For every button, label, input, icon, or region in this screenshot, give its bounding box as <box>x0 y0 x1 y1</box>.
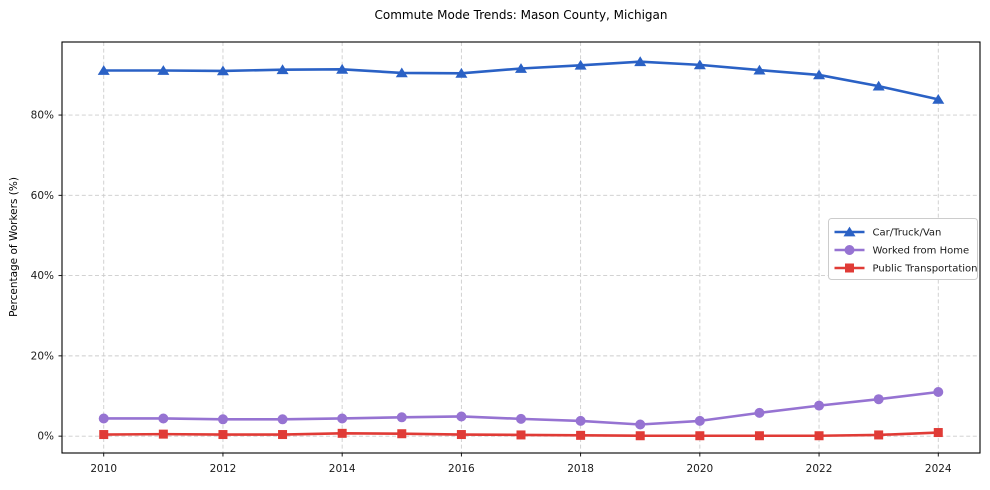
marker-car-truck-van-2017 <box>515 63 527 73</box>
marker-car-truck-van-2021 <box>753 64 766 75</box>
marker-worked-from-home-2017 <box>516 413 526 424</box>
marker-public-transportation-2017 <box>516 430 526 440</box>
marker-worked-from-home-2010 <box>98 413 109 424</box>
legend-item-worked-from-home: Worked from Home <box>873 246 970 257</box>
y-tick-label: 40% <box>31 270 54 282</box>
marker-public-transportation-2019 <box>635 431 645 441</box>
marker-worked-from-home-2020 <box>694 415 705 426</box>
marker-worked-from-home-2019 <box>635 419 646 430</box>
marker-worked-from-home-2013 <box>277 414 288 425</box>
plot-frame <box>61 41 981 454</box>
marker-public-transportation-2020 <box>695 431 705 441</box>
x-tick-label: 2016 <box>448 463 475 475</box>
marker-worked-from-home-2021 <box>754 407 765 418</box>
marker-public-transportation-2010 <box>99 430 109 440</box>
legend-item-public-transportation: Public Transportation <box>873 264 978 275</box>
marker-car-truck-van-2020 <box>693 59 706 70</box>
marker-worked-from-home-2023 <box>873 394 884 405</box>
marker-worked-from-home-2014 <box>337 413 348 424</box>
legend-marker-public-transportation <box>845 263 854 273</box>
marker-public-transportation-2016 <box>456 430 466 440</box>
marker-car-truck-van-2023 <box>872 80 885 91</box>
y-tick-label: 0% <box>37 431 54 443</box>
marker-car-truck-van-2022 <box>813 69 826 80</box>
marker-car-truck-van-2013 <box>276 64 289 75</box>
marker-car-truck-van-2014 <box>336 63 349 74</box>
marker-worked-from-home-2011 <box>158 413 169 424</box>
marker-public-transportation-2022 <box>814 431 824 441</box>
marker-worked-from-home-2022 <box>814 400 825 411</box>
chart-title: Commute Mode Trends: Mason County, Michi… <box>374 8 668 22</box>
marker-public-transportation-2012 <box>218 430 228 440</box>
marker-car-truck-van-2018 <box>574 59 587 70</box>
y-tick-label: 80% <box>31 110 54 122</box>
marker-worked-from-home-2016 <box>456 411 467 422</box>
marker-public-transportation-2024 <box>933 428 943 438</box>
marker-worked-from-home-2018 <box>575 415 586 426</box>
y-tick-label: 20% <box>31 350 54 362</box>
marker-public-transportation-2015 <box>397 429 407 439</box>
marker-public-transportation-2014 <box>337 428 347 438</box>
legend-item-car-truck-van: Car/Truck/Van <box>873 228 942 239</box>
marker-worked-from-home-2024 <box>933 386 944 397</box>
x-tick-label: 2024 <box>925 463 952 475</box>
y-tick-label: 60% <box>31 190 54 202</box>
marker-worked-from-home-2015 <box>396 412 407 423</box>
x-tick-label: 2012 <box>210 463 237 475</box>
marker-car-truck-van-2016 <box>455 67 468 78</box>
legend-marker-car-truck-van <box>843 226 856 237</box>
x-tick-label: 2020 <box>686 463 713 475</box>
marker-car-truck-van-2011 <box>157 65 170 75</box>
marker-public-transportation-2018 <box>576 430 586 440</box>
x-tick-label: 2018 <box>567 463 594 475</box>
legend-marker-worked-from-home <box>844 245 855 255</box>
x-tick-label: 2022 <box>806 463 833 475</box>
marker-worked-from-home-2012 <box>217 414 228 425</box>
x-tick-label: 2014 <box>329 463 356 475</box>
marker-public-transportation-2023 <box>874 430 884 440</box>
marker-car-truck-van-2012 <box>216 65 229 76</box>
legend <box>828 218 978 280</box>
marker-car-truck-van-2010 <box>97 65 110 75</box>
x-tick-label: 2010 <box>90 463 117 475</box>
marker-public-transportation-2011 <box>158 429 168 439</box>
marker-car-truck-van-2024 <box>932 93 945 104</box>
marker-car-truck-van-2015 <box>395 67 408 78</box>
marker-public-transportation-2013 <box>278 430 288 440</box>
marker-car-truck-van-2019 <box>634 56 647 67</box>
marker-public-transportation-2021 <box>754 431 764 441</box>
